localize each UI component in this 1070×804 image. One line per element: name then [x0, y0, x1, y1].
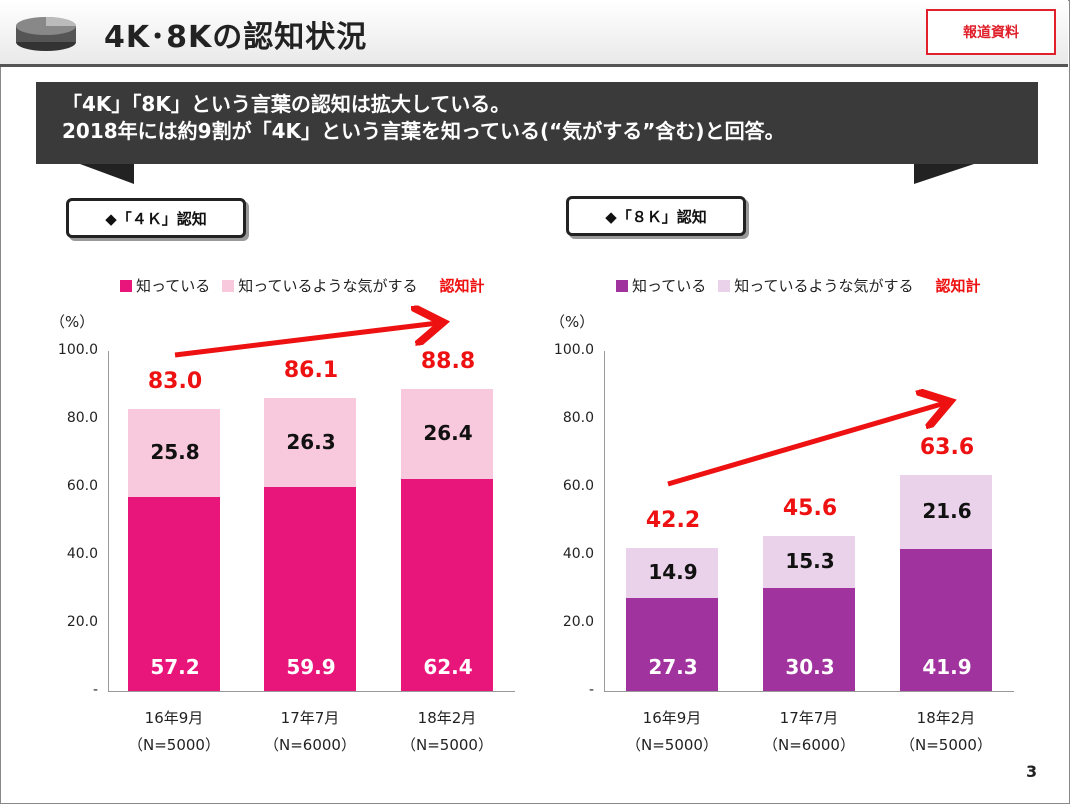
- y-tick-label: 20.0: [66, 614, 98, 630]
- bar-known: [626, 598, 718, 691]
- x-category-line: （N=5000）: [401, 736, 493, 754]
- legend-label-known: 知っている: [632, 277, 707, 295]
- chart-4k-title: ◆「４Ｋ」認知: [66, 198, 246, 238]
- x-category-label: 18年2月 （N=5000）: [387, 705, 507, 759]
- page-number: 3: [1026, 762, 1038, 781]
- x-category-label: 18年2月 （N=5000）: [886, 705, 1006, 759]
- slide-header: 4K･8Kの認知状況 報道資料: [0, 0, 1068, 67]
- y-tick-label: 60.0: [562, 478, 594, 494]
- chart-8k-title: ◆「８Ｋ」認知: [566, 196, 746, 236]
- chart-4k-unit-label: （%）: [50, 313, 95, 331]
- bar-maybe: [900, 475, 992, 549]
- y-tick-label: -: [92, 682, 98, 698]
- value-label-maybe: 14.9: [648, 559, 698, 584]
- y-axis-line: [604, 351, 605, 691]
- bar-maybe: [264, 397, 356, 488]
- legend-swatch-known: [120, 279, 132, 292]
- legend-label-total: 認知計: [935, 277, 981, 295]
- x-category-line: 18年2月: [417, 709, 477, 727]
- bar-known: [763, 587, 855, 691]
- legend-label-known: 知っている: [136, 277, 211, 295]
- value-label-total: 83.0: [147, 368, 203, 394]
- x-category-label: 17年7月 （N=6000）: [250, 705, 370, 759]
- value-label-maybe: 26.4: [423, 420, 473, 445]
- x-category-label: 16年9月 （N=5000）: [114, 705, 234, 759]
- y-tick-label: 40.0: [66, 546, 98, 562]
- value-label-total: 86.1: [283, 357, 339, 383]
- value-label-known: 27.3: [648, 655, 698, 679]
- bar-known: [401, 478, 493, 691]
- value-label-known: 41.9: [922, 655, 972, 679]
- x-category-line: （N=5000）: [626, 736, 718, 754]
- x-axis-line: [108, 691, 515, 692]
- legend-swatch-maybe: [718, 279, 731, 292]
- x-axis-line: [604, 691, 1014, 692]
- x-category-label: 16年9月 （N=5000）: [612, 705, 732, 759]
- pie-chart-icon: [16, 17, 76, 51]
- legend-label-maybe: 知っているような気がする: [734, 277, 914, 295]
- press-release-badge: 報道資料: [926, 9, 1056, 55]
- chart-4k-legend: 知っている 知っているような気がする 認知計: [120, 275, 485, 296]
- value-label-known: 62.4: [423, 655, 473, 679]
- value-label-known: 57.2: [150, 655, 200, 679]
- bar-known: [128, 496, 220, 691]
- x-category-line: 16年9月: [642, 709, 702, 727]
- value-label-known: 59.9: [286, 655, 336, 679]
- x-category-label: 17年7月 （N=6000）: [749, 705, 869, 759]
- bar-known: [900, 548, 992, 691]
- y-tick-label: 20.0: [562, 614, 594, 630]
- y-tick-label: 80.0: [66, 410, 98, 426]
- chart-8k-unit-label: （%）: [550, 313, 595, 331]
- legend-label-total: 認知計: [439, 277, 485, 295]
- value-label-maybe: 21.6: [922, 498, 972, 523]
- value-label-total: 45.6: [782, 495, 838, 521]
- legend-swatch-maybe: [222, 279, 235, 292]
- value-label-total: 63.6: [919, 435, 975, 461]
- legend-swatch-known: [616, 279, 628, 292]
- value-label-maybe: 25.8: [150, 439, 200, 464]
- y-tick-label: 80.0: [562, 410, 594, 426]
- value-label-known: 30.3: [785, 655, 835, 679]
- summary-line-2: 2018年には約9割が「4K」という言葉を知っている(“気がする”含む)と回答。: [62, 119, 785, 143]
- x-category-line: （N=5000）: [128, 736, 220, 754]
- summary-banner: 「4K」「8K」という言葉の認知は拡大している。 2018年には約9割が「4K」…: [36, 82, 1038, 164]
- y-tick-label: 100.0: [553, 342, 594, 358]
- value-label-maybe: 15.3: [785, 548, 835, 573]
- summary-line-1: 「4K」「8K」という言葉の認知は拡大している。: [62, 92, 511, 116]
- x-category-line: （N=6000）: [264, 736, 356, 754]
- chart-8k-legend: 知っている 知っているような気がする 認知計: [616, 275, 981, 296]
- bar-maybe: [401, 389, 493, 479]
- value-label-total: 42.2: [645, 507, 701, 533]
- bar-maybe: [128, 408, 220, 497]
- x-category-line: （N=6000）: [763, 736, 855, 754]
- y-axis-line: [108, 351, 109, 691]
- banner-fold-right: [914, 164, 974, 184]
- x-category-line: 18年2月: [916, 709, 976, 727]
- x-category-line: 16年9月: [144, 709, 204, 727]
- y-tick-label: 100.0: [57, 342, 98, 358]
- y-tick-label: -: [588, 682, 594, 698]
- x-category-line: 17年7月: [779, 709, 839, 727]
- y-tick-label: 40.0: [562, 546, 594, 562]
- value-label-total: 88.8: [420, 349, 476, 375]
- bar-maybe: [763, 535, 855, 588]
- bar-known: [264, 487, 356, 691]
- x-category-line: （N=5000）: [900, 736, 992, 754]
- page-title: 4K･8Kの認知状況: [104, 20, 368, 55]
- trend-arrow-8k: [667, 403, 945, 487]
- legend-label-maybe: 知っているような気がする: [238, 277, 418, 295]
- x-category-line: 17年7月: [280, 709, 340, 727]
- trend-arrow-4k: [174, 323, 438, 358]
- bar-maybe: [626, 547, 718, 599]
- y-tick-label: 60.0: [66, 478, 98, 494]
- banner-fold-left: [80, 164, 134, 184]
- value-label-maybe: 26.3: [286, 429, 336, 454]
